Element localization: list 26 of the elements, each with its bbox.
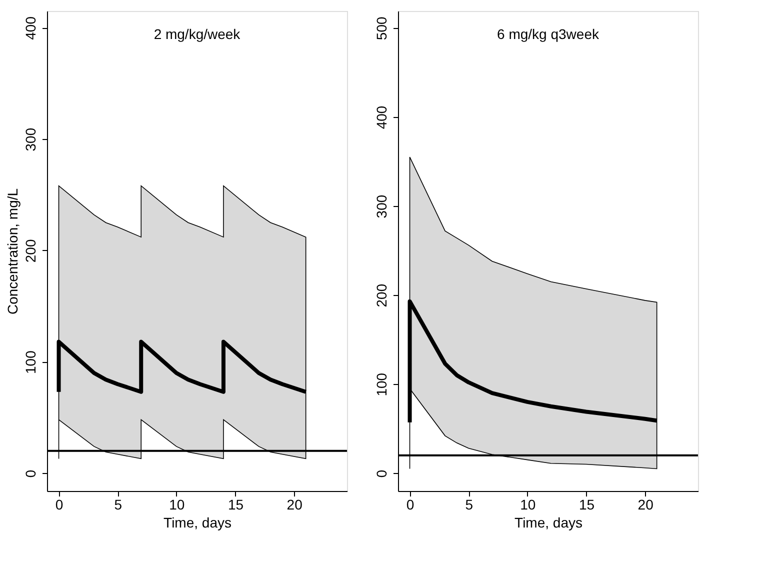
y-tick-label: 0 [22, 470, 38, 478]
y-tick-label: 300 [22, 128, 38, 152]
x-tick-label: 5 [465, 496, 474, 512]
x-tick-label: 10 [520, 496, 536, 512]
y-tick-label: 200 [22, 239, 38, 263]
y-axis-title: Concentration, mg/L [4, 188, 20, 315]
x-axis-title: Time, days [514, 514, 582, 530]
x-tick-label: 5 [114, 496, 122, 512]
x-tick-label: 10 [169, 496, 185, 512]
x-axis-title: Time, days [164, 514, 232, 530]
y-tick-label: 100 [22, 350, 38, 374]
x-tick-label: 15 [578, 496, 595, 512]
x-tick-label: 20 [638, 496, 654, 512]
y-tick-label: 100 [374, 372, 390, 396]
y-tick-label: 200 [374, 284, 390, 308]
text: 6 mg/kg q3week [497, 26, 600, 42]
y-tick-label: 400 [374, 106, 390, 130]
x-tick-label: 20 [286, 496, 303, 512]
x-tick-label: 15 [228, 496, 244, 512]
y-tick-label: 400 [22, 16, 38, 40]
x-tick-label: 0 [406, 496, 414, 512]
y-tick-label: 300 [374, 194, 390, 218]
y-tick-label: 0 [374, 470, 390, 478]
text: 2 mg/kg/week [154, 26, 242, 42]
x-tick-label: 0 [55, 496, 64, 512]
y-tick-label: 500 [374, 16, 390, 40]
